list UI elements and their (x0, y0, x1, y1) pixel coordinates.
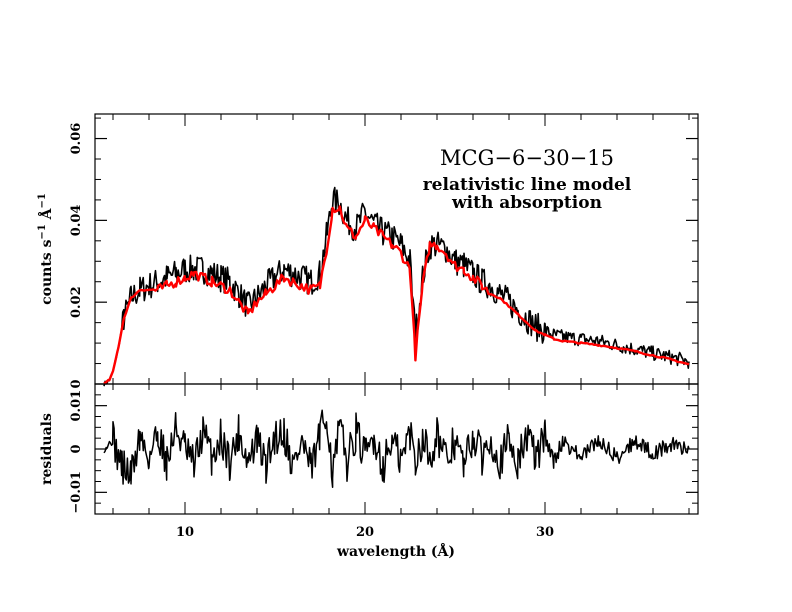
upper-ticks: 0 0.02 0.04 0.06 (69, 114, 698, 389)
data-series-line (103, 186, 690, 387)
lower-y-tick-label: 0.01 (69, 390, 84, 422)
upper-series-group (103, 186, 690, 387)
chart-subtitle-line-1: relativistic line model (423, 175, 632, 195)
lower-y-tick-label: 0 (69, 444, 84, 453)
residuals-series-line (103, 409, 690, 488)
lower-panel: −0.01 0 0.01 10 20 30 residuals wavelength (Å… (39, 383, 699, 560)
upper-y-tick-label: 0.06 (69, 123, 84, 155)
x-tick-label: 10 (176, 525, 194, 540)
upper-y-axis-label: counts s−1 Å−1 (37, 193, 55, 305)
chart-subtitle-line-2: with absorption (451, 193, 602, 213)
upper-panel: 0 0.02 0.04 0.06 MCG−6−30−15 relativistic l… (37, 113, 699, 389)
chart-title: MCG−6−30−15 (440, 146, 614, 170)
x-tick-label: 20 (356, 525, 374, 540)
upper-y-tick-label: 0.02 (69, 286, 84, 318)
x-axis-label: wavelength (Å) (336, 542, 455, 560)
x-tick-label: 30 (536, 525, 554, 540)
lower-y-axis-label: residuals (39, 413, 55, 485)
lower-y-tick-label: −0.01 (69, 471, 84, 514)
model-series-line (103, 205, 690, 385)
upper-y-tick-label: 0.04 (69, 205, 84, 237)
lower-series-group (103, 409, 690, 488)
upper-y-tick-label: 0 (69, 379, 84, 388)
